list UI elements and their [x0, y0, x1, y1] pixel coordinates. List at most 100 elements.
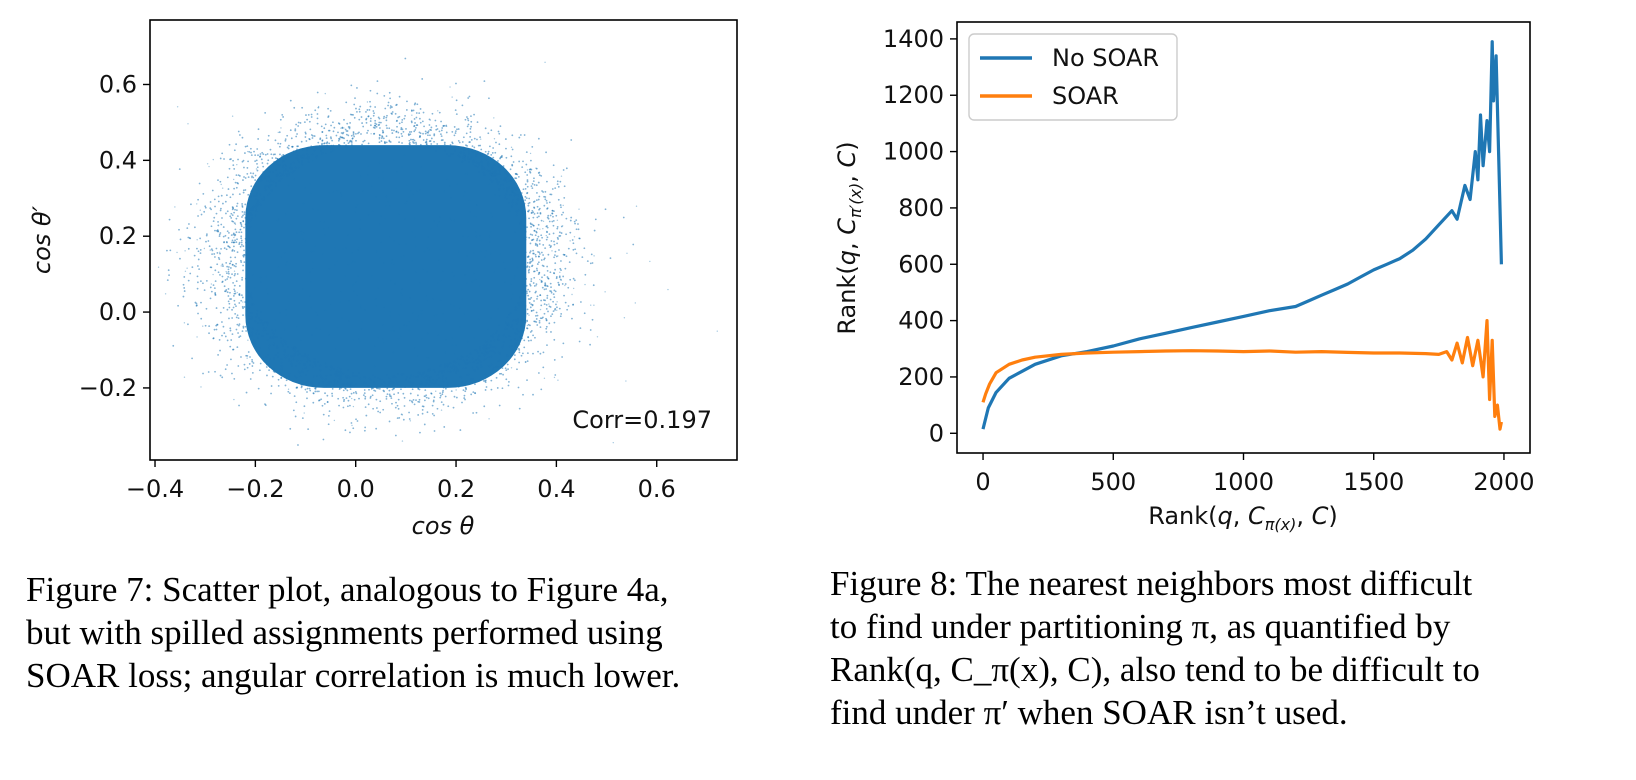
scatter-point [538, 171, 541, 174]
scatter-point [230, 212, 233, 215]
scatter-point [461, 381, 463, 384]
scatter-point [400, 373, 403, 376]
scatter-point [255, 159, 258, 162]
scatter-point [230, 358, 232, 361]
scatter-point [350, 384, 352, 387]
scatter-point [433, 430, 436, 432]
scatter-point [467, 221, 469, 224]
scatter-point [254, 174, 257, 177]
scatter-point [632, 243, 635, 246]
scatter-point [214, 269, 217, 272]
scatter-point [425, 379, 428, 381]
scatter-point [530, 159, 532, 162]
scatter-point [279, 118, 282, 121]
scatter-point [385, 395, 388, 398]
scatter-point [396, 125, 398, 128]
scatter-point [449, 371, 452, 373]
scatter-point [432, 400, 435, 403]
scatter-point [498, 372, 501, 375]
scatter-point [346, 139, 349, 142]
scatter-point [390, 112, 393, 115]
scatter-point [421, 78, 424, 80]
scatter-point [331, 392, 333, 395]
scatter-point [182, 283, 185, 286]
scatter-point [352, 385, 355, 388]
scatter-point [200, 386, 202, 388]
scatter-point [430, 129, 432, 132]
scatter-point [574, 222, 576, 225]
scatter-point [245, 354, 248, 357]
scatter-point [537, 223, 540, 226]
scatter-point [257, 199, 259, 202]
scatter-point [359, 219, 362, 221]
scatter-point [507, 322, 510, 325]
scatter-point [454, 383, 457, 386]
scatter-point [364, 397, 367, 400]
scatter-point [375, 123, 378, 126]
scatter-point [578, 208, 580, 210]
scatter-point [513, 354, 516, 356]
scatter-point [353, 116, 356, 119]
scatter-point [221, 217, 223, 219]
scatter-point [518, 304, 521, 307]
scatter-point [270, 153, 273, 156]
scatter-point [332, 130, 335, 133]
scatter-point [529, 298, 531, 301]
scatter-point [272, 170, 274, 173]
scatter-point [550, 286, 552, 289]
scatter-point [454, 361, 457, 364]
scatter-point [247, 299, 250, 301]
scatter-point [341, 316, 343, 319]
scatter-point [386, 114, 388, 117]
scatter-point [511, 345, 513, 347]
scatter-point [591, 318, 594, 321]
scatter-point [406, 100, 408, 103]
legend-label-soar: SOAR [1052, 82, 1119, 110]
scatter-point [340, 372, 343, 375]
scatter-point [415, 146, 418, 148]
scatter-point [474, 165, 477, 167]
scatter-point [440, 135, 443, 138]
scatter-point [480, 165, 483, 168]
scatter-point [234, 256, 237, 259]
scatter-point [442, 369, 444, 372]
scatter-point [525, 163, 528, 166]
scatter-point [455, 113, 458, 115]
scatter-point [468, 356, 470, 358]
scatter-point [297, 370, 300, 373]
scatter-point [199, 237, 202, 240]
scatter-point [407, 380, 410, 383]
scatter-point [245, 330, 248, 332]
scatter-point [388, 127, 391, 130]
scatter-point [335, 375, 338, 378]
scatter-point [246, 167, 249, 169]
scatter-point [328, 145, 330, 148]
scatter-point [360, 304, 362, 307]
scatter-point [347, 134, 350, 137]
scatter-point [306, 387, 309, 390]
scatter-point [433, 315, 435, 317]
scatter-point [232, 245, 235, 248]
scatter-point [514, 187, 516, 190]
scatter-point [218, 258, 221, 261]
scatter-y-tick-label: 0.2 [99, 222, 137, 250]
scatter-point [245, 208, 248, 210]
scatter-point [546, 297, 549, 299]
scatter-point [365, 111, 367, 113]
scatter-point [435, 313, 438, 316]
scatter-point [310, 145, 313, 148]
scatter-point [310, 306, 312, 309]
scatter-point [330, 137, 333, 140]
scatter-point [445, 339, 447, 341]
scatter-point [517, 302, 520, 304]
scatter-point [306, 397, 308, 400]
scatter-point [454, 109, 457, 112]
scatter-point [424, 389, 427, 392]
scatter-point [229, 291, 231, 294]
scatter-point [480, 366, 483, 368]
scatter-point [421, 374, 424, 377]
scatter-point [563, 294, 565, 297]
scatter-point [217, 195, 220, 198]
scatter-point [251, 176, 253, 179]
scatter-point [250, 151, 252, 154]
